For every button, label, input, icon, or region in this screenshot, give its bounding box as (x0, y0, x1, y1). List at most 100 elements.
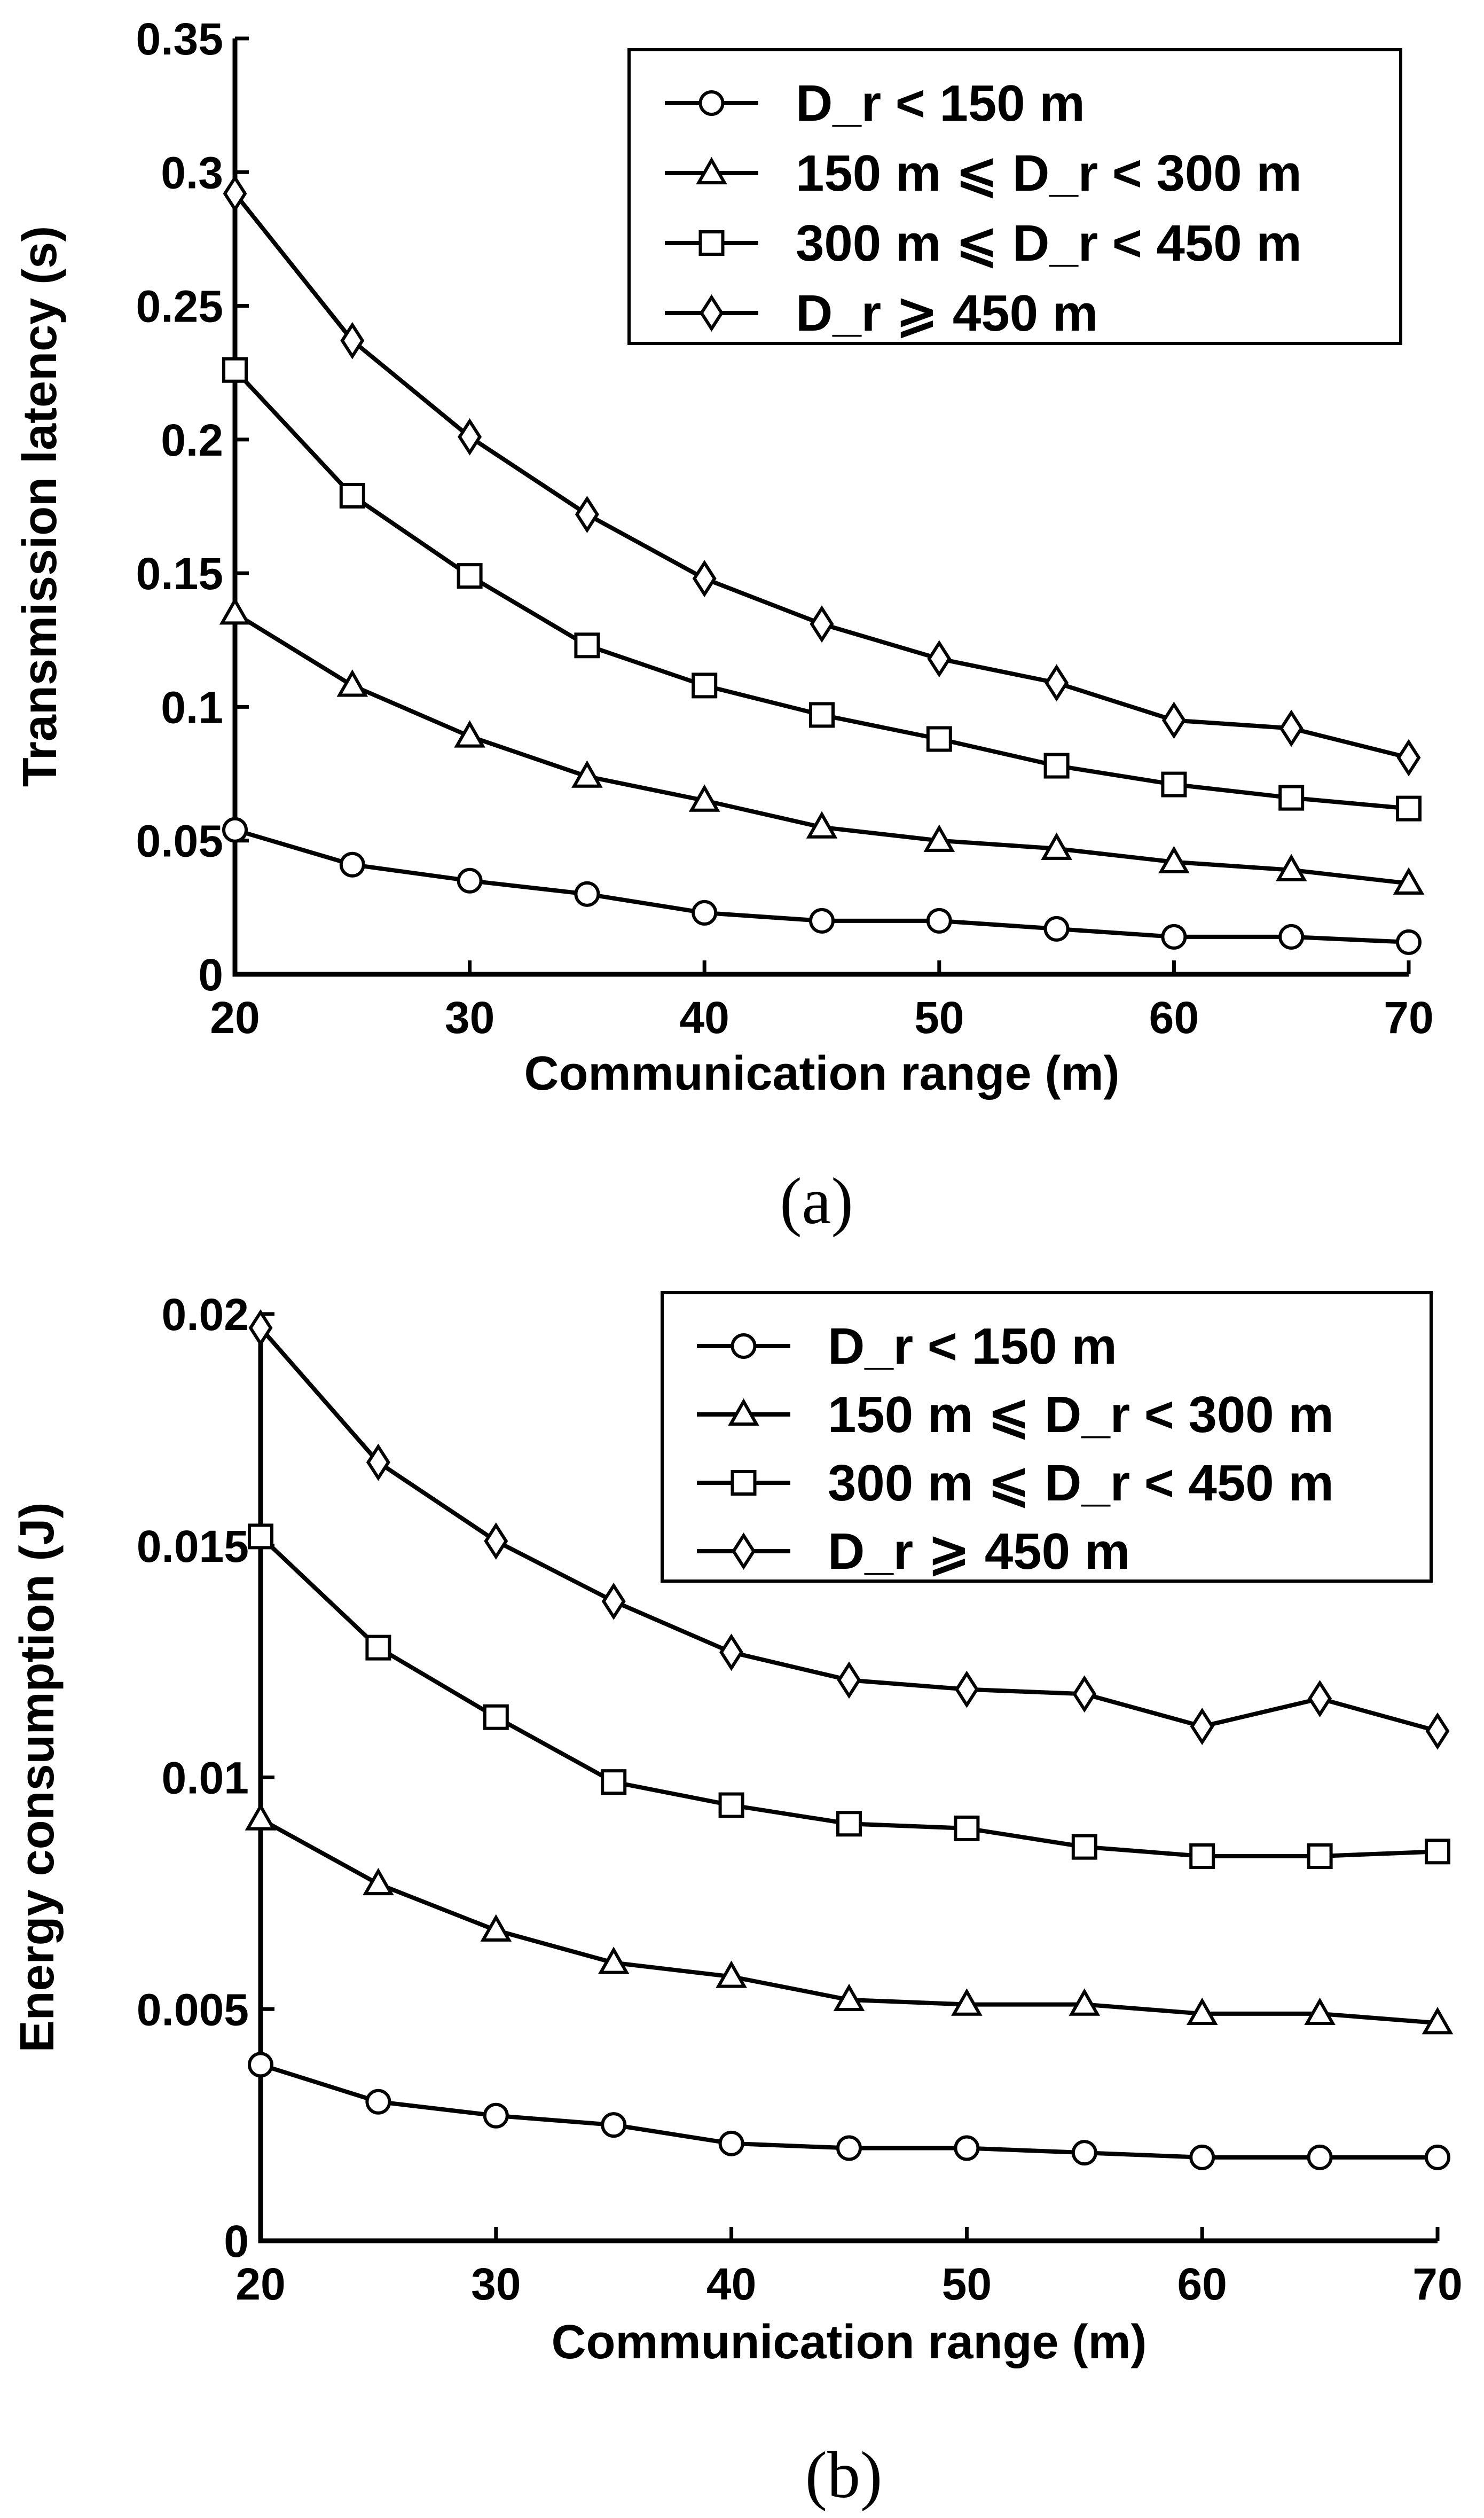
y-axis-label: Transmission latency (s) (13, 226, 67, 787)
data-point (248, 2052, 273, 2078)
legend-label: 150 m ⩽ D_r < 300 m (796, 145, 1302, 202)
y-tick-label: 0.01 (162, 1753, 249, 1803)
y-tick-label: 0.25 (136, 281, 224, 332)
x-axis-label: Communication range (m) (524, 1047, 1119, 1100)
y-tick-label: 0.15 (136, 549, 224, 599)
data-point (954, 1815, 980, 1841)
x-tick-label: 60 (1177, 2259, 1227, 2309)
data-point (601, 1582, 626, 1620)
legend-circle-marker (731, 1333, 757, 1359)
data-point (1041, 832, 1072, 860)
data-point (1072, 1675, 1097, 1713)
legend: D_r < 150 m 150 m ⩽ D_r < 300 m 300 m ⩽ D_… (661, 1291, 1433, 1583)
legend-triangle-marker (728, 1398, 759, 1426)
x-tick-label: 30 (445, 992, 494, 1043)
data-point (1071, 2140, 1097, 2166)
series-circle (248, 2052, 1450, 2170)
legend-item: D_r ⩾ 450 m (697, 1523, 1130, 1580)
legend-item: 150 m ⩽ D_r < 300 m (697, 1386, 1334, 1443)
series-triangle (219, 597, 1425, 895)
legend-label: D_r < 150 m (796, 75, 1085, 132)
data-point (1396, 795, 1422, 822)
data-point (483, 2102, 509, 2129)
data-point (575, 496, 599, 533)
legend-item: D_r < 150 m (665, 75, 1085, 132)
y-tick-label: 0 (198, 950, 223, 1000)
legend-triangle-marker (696, 157, 727, 185)
data-point (692, 900, 718, 926)
x-tick-label: 30 (471, 2259, 521, 2309)
data-point (692, 560, 717, 598)
data-point (1422, 2007, 1454, 2035)
data-point (1189, 1843, 1215, 1869)
data-point (457, 867, 483, 894)
series-diamond (248, 1309, 1450, 1750)
legend-square-marker (731, 1470, 757, 1496)
y-tick-label: 0 (224, 2216, 249, 2266)
data-point (1396, 929, 1422, 955)
data-point (926, 726, 952, 752)
data-point (571, 760, 603, 788)
data-point (340, 322, 365, 359)
x-tick-label: 20 (235, 2259, 285, 2309)
x-tick-label: 40 (679, 992, 729, 1043)
x-axis-label: Communication range (m) (551, 2316, 1147, 2369)
data-point (716, 1960, 747, 1988)
data-point (339, 851, 365, 878)
data-point (574, 632, 600, 659)
x-tick-label: 40 (706, 2259, 756, 2309)
data-point (248, 1523, 273, 1550)
x-tick-label: 20 (210, 992, 260, 1043)
data-point (454, 720, 485, 748)
series-circle (222, 817, 1422, 955)
data-point (1186, 1997, 1218, 2026)
data-point (833, 1983, 865, 2012)
x-tick-label: 50 (942, 2259, 992, 2309)
series-diamond (223, 175, 1421, 777)
data-point (483, 1704, 509, 1730)
data-point (837, 1661, 861, 1699)
data-point (692, 672, 718, 699)
data-point (1425, 2144, 1450, 2170)
data-point (219, 597, 251, 625)
y-tick-label: 0.1 (161, 682, 223, 732)
data-point (1307, 1843, 1333, 1869)
data-point (923, 824, 955, 852)
legend-label: D_r ⩾ 450 m (828, 1523, 1130, 1580)
series-triangle (245, 1803, 1454, 2035)
series-square (222, 357, 1422, 822)
data-point (1071, 1834, 1097, 1860)
data-point (336, 669, 368, 697)
legend-circle-marker (698, 90, 725, 116)
data-point (601, 2112, 627, 2138)
data-point (1161, 924, 1187, 950)
data-point (806, 811, 838, 839)
legend-label: D_r ⩾ 450 m (796, 285, 1098, 342)
x-tick-label: 60 (1149, 992, 1199, 1043)
data-point (718, 1792, 744, 1818)
data-point (365, 2089, 391, 2115)
legend-square-marker (698, 230, 725, 256)
data-point (951, 1988, 983, 2016)
data-point (954, 2135, 980, 2161)
data-point (457, 563, 483, 589)
data-point (366, 1443, 390, 1481)
data-point (1307, 2144, 1333, 2170)
data-point (1278, 785, 1305, 811)
legend-label: 150 m ⩽ D_r < 300 m (828, 1386, 1334, 1443)
data-point (1161, 701, 1186, 739)
data-point (1069, 1988, 1101, 2016)
data-point (339, 482, 365, 509)
data-point (1304, 1997, 1336, 2026)
legend-item: 150 m ⩽ D_r < 300 m (665, 145, 1302, 202)
data-point (245, 1803, 277, 1831)
data-point (1308, 1680, 1332, 1717)
legend-item: 300 m ⩽ D_r < 450 m (697, 1455, 1334, 1512)
data-point (1393, 867, 1425, 895)
y-tick-label: 0.005 (137, 1984, 249, 2035)
data-point (836, 2135, 862, 2161)
y-tick-label: 0.2 (161, 415, 223, 465)
data-point (1043, 753, 1070, 779)
legend: D_r < 150 m 150 m ⩽ D_r < 300 m 300 m ⩽ D_… (627, 48, 1402, 345)
